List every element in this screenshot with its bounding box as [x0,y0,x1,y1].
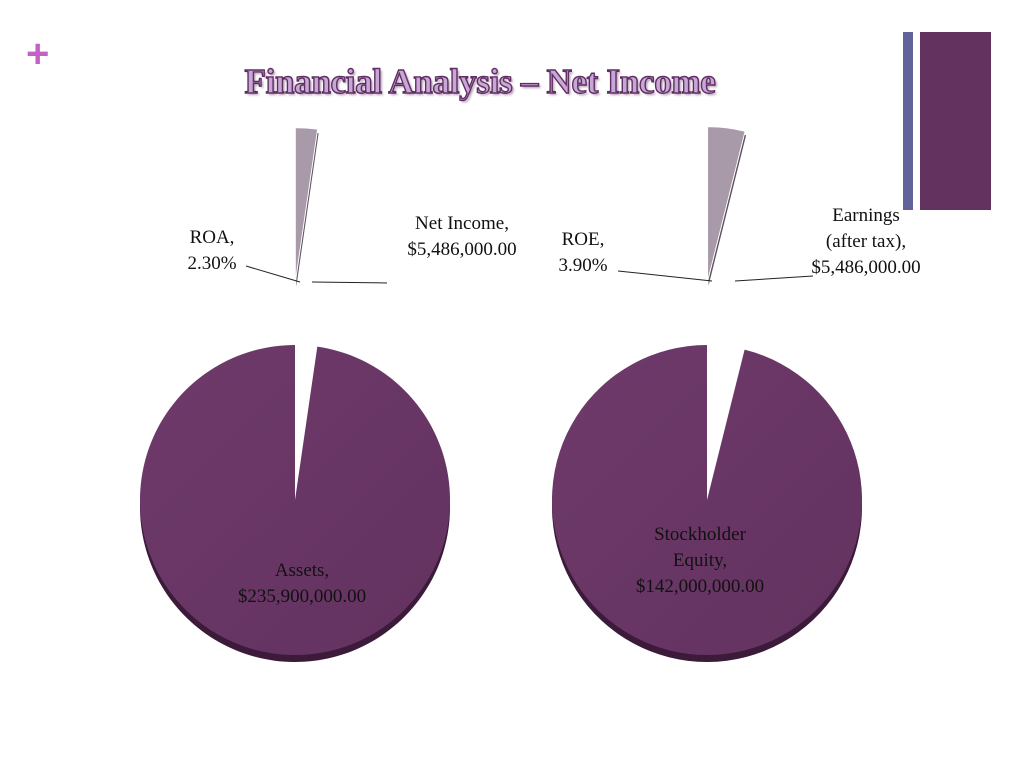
pie-1-leader-line-1 [245,265,301,283]
pie-1-data-label-1: ROA, 2.30% [187,227,236,274]
pie-2-main-slice [552,345,863,655]
slide-title: Financial Analysis – Net Income [244,61,717,101]
pie-1-main-slice [140,345,451,655]
pie-chart-1: ROA, 2.30% Net Income, $5,486,000.00 Assets,… [140,127,517,662]
pie-2-data-label-1: ROE, 3.90% [558,229,607,276]
pie-2-leader-line-2 [734,275,814,282]
pie-1-leader-line-2 [311,281,388,284]
decorative-bar-thin [903,32,913,210]
plus-mark: + [26,32,50,76]
pie-1-small-slice [294,127,319,283]
pie-2-data-label-2: Earnings (after tax), $5,486,000.00 [811,205,920,278]
pie-1-data-label-2: Net Income, $5,486,000.00 [407,213,516,260]
pie-1-data-label-3: Assets, $235,900,000.00 [238,560,366,607]
pie-chart-2: ROE, 3.90% Earnings (after tax), $5,486,000.… [552,126,921,662]
pie-2-leader-line-1 [617,270,713,282]
decorative-bar-wide [920,32,991,210]
pie-2-small-slice [707,126,746,282]
pie-2-data-label-3: Stockholder Equity, $142,000,000.00 [636,524,764,597]
